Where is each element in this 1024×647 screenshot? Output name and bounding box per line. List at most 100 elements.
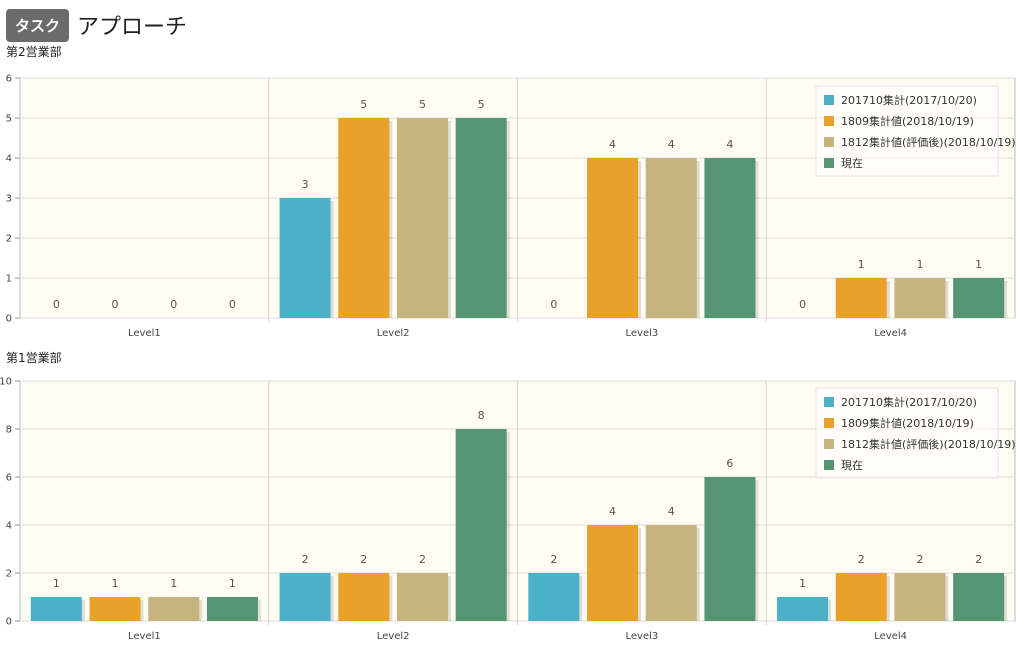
- bar: [894, 573, 946, 621]
- bar: [587, 158, 639, 318]
- data-label: 2: [550, 553, 557, 566]
- legend-swatch: [824, 439, 834, 449]
- bar: [338, 573, 390, 621]
- y-tick-label: 2: [6, 569, 12, 580]
- bar: [645, 525, 697, 621]
- data-label: 1: [170, 577, 177, 590]
- bar: [455, 118, 507, 318]
- bar: [777, 597, 829, 621]
- bar: [704, 477, 756, 621]
- y-tick-label: 5: [6, 114, 12, 125]
- bar: [528, 573, 580, 621]
- data-label: 0: [53, 298, 60, 311]
- legend-label: 201710集計(2017/10/20): [841, 395, 977, 409]
- chart-title-dept2: 第2営業部: [6, 45, 62, 59]
- legend-swatch: [824, 460, 834, 470]
- bar: [835, 573, 887, 621]
- legend-swatch: [824, 137, 834, 147]
- legend: [815, 85, 999, 177]
- bar: [30, 597, 82, 621]
- legend: [815, 387, 999, 479]
- data-label: 0: [229, 298, 236, 311]
- legend-label: 現在: [841, 157, 863, 170]
- data-label: 1: [112, 577, 119, 590]
- bar: [396, 118, 448, 318]
- bar: [894, 278, 946, 318]
- data-label: 2: [360, 553, 367, 566]
- data-label: 4: [609, 138, 616, 151]
- legend-swatch: [824, 95, 834, 105]
- bar-chart-dept1: 0 2 4 6 8 10 Level1 Level2 Level3 Level4 1 2 2 1 1 2 4 2 1…: [0, 377, 1016, 643]
- x-tick-label: Level1: [128, 328, 161, 339]
- data-label: 4: [668, 138, 675, 151]
- data-label: 0: [550, 298, 557, 311]
- y-tick-label: 0: [6, 617, 12, 628]
- data-label: 2: [916, 553, 923, 566]
- page-title: アプローチ: [77, 15, 188, 40]
- bar: [953, 573, 1005, 621]
- data-label: 4: [609, 505, 616, 518]
- legend-label: 現在: [841, 459, 863, 472]
- x-tick-label: Level2: [377, 328, 410, 339]
- data-label: 1: [975, 258, 982, 271]
- x-tick-label: Level2: [377, 631, 410, 642]
- bar: [704, 158, 756, 318]
- legend-swatch: [824, 397, 834, 407]
- bar: [279, 198, 331, 318]
- legend-label: 1809集計値(2018/10/19): [841, 114, 974, 128]
- data-label: 6: [726, 457, 733, 470]
- bar: [338, 118, 390, 318]
- data-label: 1: [858, 258, 865, 271]
- bar: [587, 525, 639, 621]
- data-label: 2: [858, 553, 865, 566]
- y-tick-label: 6: [6, 74, 12, 85]
- data-label: 2: [975, 553, 982, 566]
- y-tick-label: 8: [6, 425, 12, 436]
- y-tick-label: 3: [6, 194, 12, 205]
- y-tick-label: 1: [6, 274, 12, 285]
- bar: [206, 597, 258, 621]
- bar: [148, 597, 200, 621]
- data-label: 1: [799, 577, 806, 590]
- y-tick-label: 10: [0, 377, 12, 388]
- legend-swatch: [824, 158, 834, 168]
- y-tick-label: 2: [6, 234, 12, 245]
- data-label: 2: [302, 553, 309, 566]
- data-label: 4: [726, 138, 733, 151]
- data-label: 5: [360, 98, 367, 111]
- data-label: 4: [668, 505, 675, 518]
- chart-title-dept1: 第1営業部: [6, 351, 62, 365]
- x-tick-label: Level4: [874, 328, 907, 339]
- legend-swatch: [824, 116, 834, 126]
- x-tick-label: Level3: [625, 328, 658, 339]
- data-label: 1: [229, 577, 236, 590]
- bar: [455, 429, 507, 621]
- legend-label: 1812集計値(評価後)(2018/10/19): [841, 135, 1016, 149]
- bar-chart-dept2: 0 1 2 3 4 5 6 Level1 Level2 Level3 Level4 0 3 0 0 0 5 4 1 0…: [6, 74, 1016, 340]
- legend-swatch: [824, 418, 834, 428]
- data-label: 1: [53, 577, 60, 590]
- bar: [835, 278, 887, 318]
- x-tick-label: Level4: [874, 631, 907, 642]
- y-tick-label: 4: [6, 154, 12, 165]
- bar: [953, 278, 1005, 318]
- data-label: 5: [419, 98, 426, 111]
- bar: [89, 597, 141, 621]
- x-tick-label: Level1: [128, 631, 161, 642]
- data-label: 5: [478, 98, 485, 111]
- legend-label: 1812集計値(評価後)(2018/10/19): [841, 437, 1016, 451]
- bar: [645, 158, 697, 318]
- data-label: 0: [112, 298, 119, 311]
- legend-label: 201710集計(2017/10/20): [841, 93, 977, 107]
- data-label: 0: [170, 298, 177, 311]
- task-badge: タスク: [6, 8, 70, 42]
- data-label: 3: [302, 178, 309, 191]
- bar: [396, 573, 448, 621]
- y-tick-label: 6: [6, 473, 12, 484]
- data-label: 2: [419, 553, 426, 566]
- data-label: 8: [478, 409, 485, 422]
- bar: [279, 573, 331, 621]
- y-tick-label: 4: [6, 521, 12, 532]
- data-label: 0: [799, 298, 806, 311]
- legend-label: 1809集計値(2018/10/19): [841, 416, 974, 430]
